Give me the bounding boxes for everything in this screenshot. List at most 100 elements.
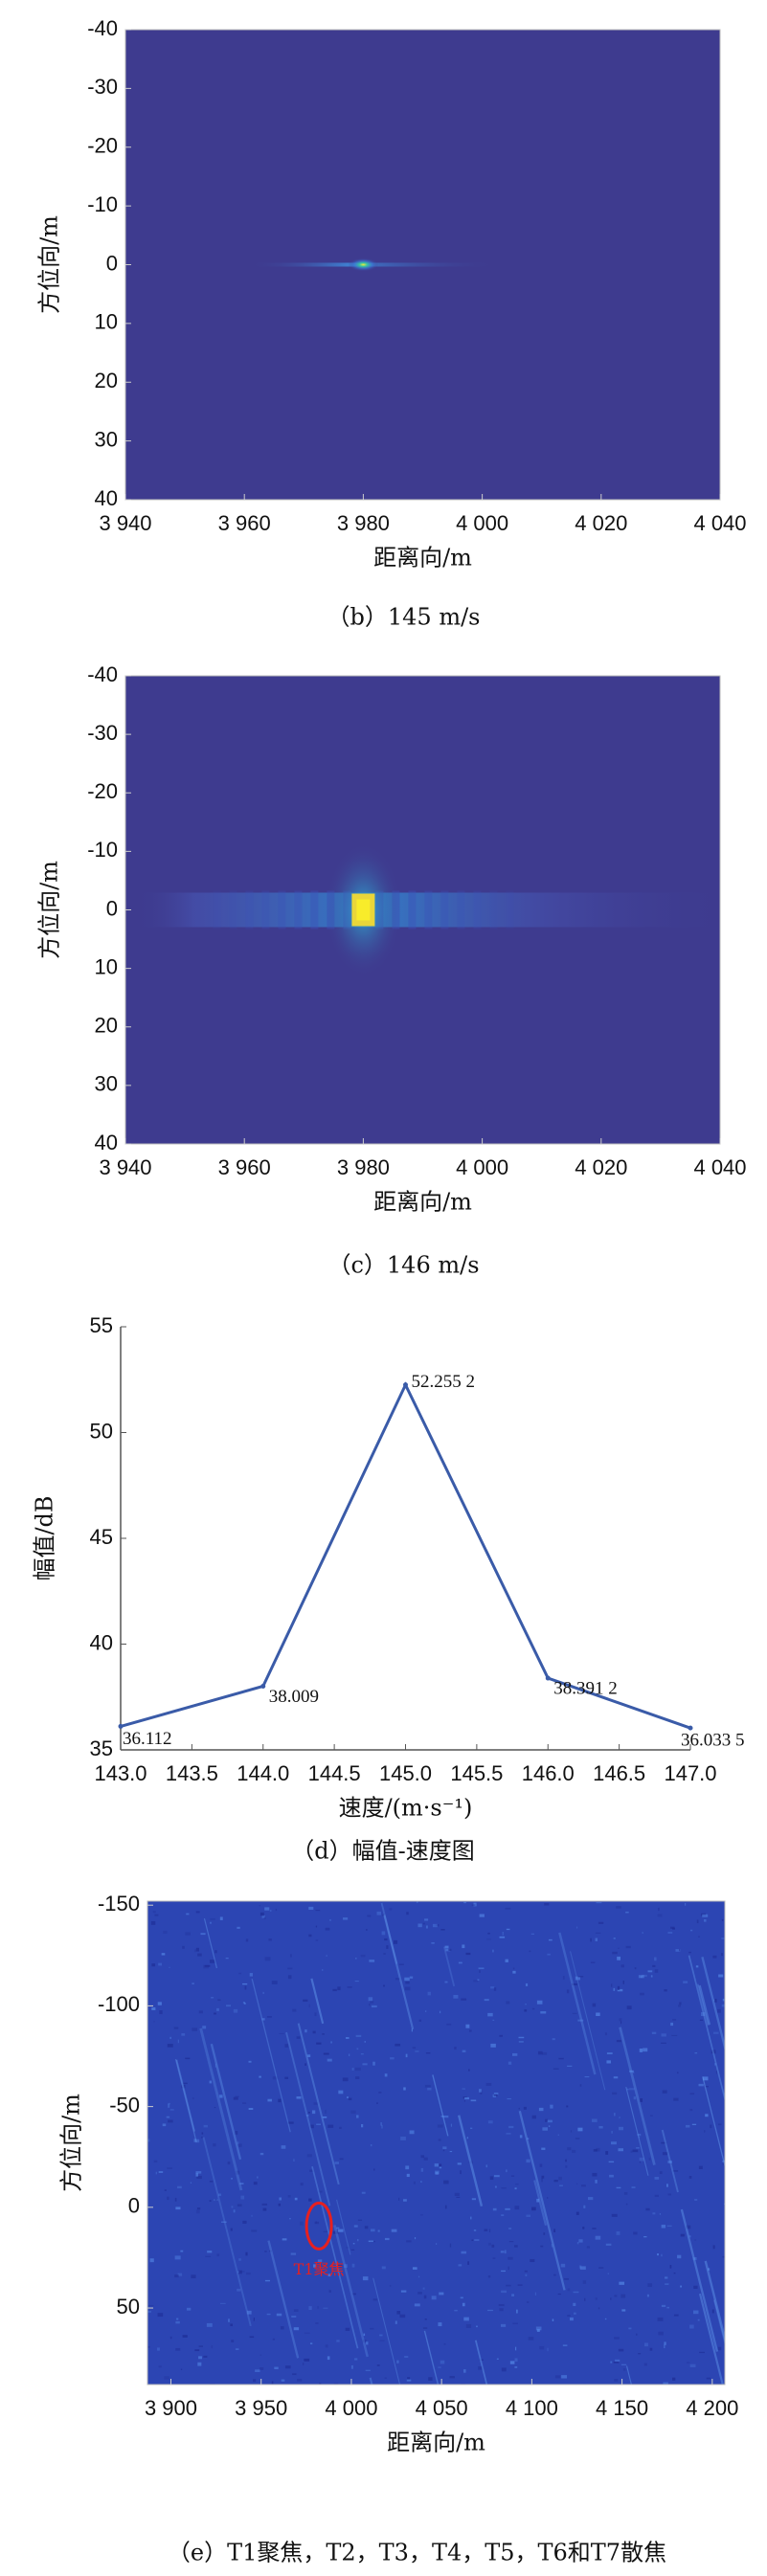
speckle-dot <box>661 2033 666 2037</box>
speckle-dot <box>417 1923 422 1928</box>
speckle-dot <box>506 1928 510 1931</box>
speckle-dot <box>547 2197 549 2199</box>
x-tick-label: 147.0 <box>664 1761 716 1785</box>
speckle-dot <box>625 1945 631 1949</box>
speckle-dot <box>530 1933 535 1936</box>
speckle-dot <box>666 2306 670 2309</box>
speckle-dot <box>711 2309 714 2314</box>
speckle-dot <box>619 2018 622 2022</box>
speckle-dot <box>508 2228 512 2229</box>
speckle-dot <box>688 2235 691 2238</box>
speckle-dot <box>420 2214 423 2216</box>
speckle-dot <box>435 1924 440 1927</box>
speckle-dot <box>490 1986 495 1989</box>
speckle-dot <box>596 2147 600 2152</box>
speckle-dot <box>462 2088 465 2090</box>
speckle-dot <box>261 2018 265 2021</box>
speckle-dot <box>566 2105 569 2108</box>
streak <box>698 2293 724 2385</box>
speckle-dot <box>150 1920 156 1925</box>
speckle-dot <box>576 1926 578 1929</box>
speckle-dot <box>573 2312 576 2315</box>
speckle-dot <box>642 1932 643 1935</box>
sidelobe-stripe <box>473 890 482 930</box>
speckle-dot <box>192 2027 198 2031</box>
speckle-dot <box>454 2047 457 2050</box>
speckle-dot <box>620 2294 626 2298</box>
speckle-dot <box>167 2196 169 2201</box>
point <box>403 1382 408 1388</box>
speckle-dot <box>664 2344 665 2349</box>
speckle-dot <box>245 1938 249 1942</box>
speckle-dot <box>486 1938 492 1940</box>
speckle-dot <box>456 2196 461 2198</box>
speckle-dot <box>352 2243 355 2245</box>
speckle-dot <box>457 2162 462 2165</box>
speckle-dot <box>461 2251 467 2254</box>
speckle-dot <box>196 2207 201 2210</box>
speckle-dot <box>536 2000 543 2005</box>
speckle-dot <box>371 2005 377 2008</box>
speckle-dot <box>572 1982 577 1986</box>
speckle-dot <box>689 2093 695 2095</box>
speckle-dot <box>237 2204 242 2207</box>
speckle-dot <box>710 2124 712 2129</box>
speckle-dot <box>404 1977 410 1982</box>
x-tick-label: 143.5 <box>166 1761 218 1785</box>
speckle-dot <box>259 2354 262 2356</box>
speckle-dot <box>282 2238 287 2241</box>
speckle-dot <box>639 2157 644 2162</box>
speckle-dot <box>237 2288 241 2292</box>
speckle-dot <box>204 1964 211 1967</box>
speckle-dot <box>203 1964 209 1969</box>
speckle-dot <box>262 1991 264 1995</box>
speckle-dot <box>281 2145 286 2149</box>
speckle-dot <box>197 2362 202 2366</box>
x-tick-label: 4 040 <box>693 1155 746 1179</box>
speckle-dot <box>175 2206 181 2210</box>
speckle-dot <box>154 1914 159 1916</box>
y-tick-label: 20 <box>95 1014 118 1038</box>
speckle-dot <box>566 1989 570 1994</box>
speckle-dot <box>657 1914 663 1917</box>
streak <box>558 1932 597 2075</box>
speckle-dot <box>667 1931 673 1935</box>
speckle-dot <box>512 2322 518 2325</box>
streak <box>458 2115 484 2206</box>
speckle-dot <box>209 2080 213 2084</box>
speckle-dot <box>409 1976 414 1979</box>
speckle-dot <box>625 1911 629 1914</box>
speckle-dot <box>698 2083 704 2087</box>
speckle-dot <box>517 2284 523 2286</box>
speckle-dot <box>618 2348 624 2352</box>
speckle-dot <box>693 2285 698 2289</box>
speckle-dot <box>350 2364 353 2369</box>
speckle-dot <box>493 2093 499 2095</box>
speckle-dot <box>542 2051 548 2055</box>
speckle-dot <box>596 1902 602 1904</box>
streak <box>518 2111 566 2291</box>
speckle-dot <box>242 2220 247 2224</box>
speckle-dot <box>152 1911 156 1914</box>
streak <box>310 1978 325 2025</box>
speckle-dot <box>220 2302 226 2304</box>
speckle-dot <box>336 2340 340 2342</box>
speckle-dot <box>609 2174 614 2178</box>
x-tick-label: 4 000 <box>325 2396 377 2420</box>
speckle-dot <box>550 2104 553 2109</box>
speckle-dot <box>151 1963 156 1967</box>
x-tick-label: 144.0 <box>237 1761 289 1785</box>
speckle-dot <box>306 2054 311 2057</box>
speckle-dot <box>157 2313 164 2318</box>
speckle-dot <box>308 1906 314 1911</box>
speckle-dot <box>590 1938 592 1942</box>
speckle-dot <box>279 2197 282 2201</box>
speckle-dot <box>518 2036 525 2039</box>
speckle-dot <box>691 2123 697 2126</box>
speckle-dot <box>418 2275 420 2278</box>
x-axis-label: 距离向/m <box>387 2430 485 2456</box>
speckle-dot <box>424 2318 427 2320</box>
speckle-dot <box>147 2345 150 2348</box>
speckle-dot <box>182 2335 188 2338</box>
speckle-dot <box>697 2318 700 2321</box>
